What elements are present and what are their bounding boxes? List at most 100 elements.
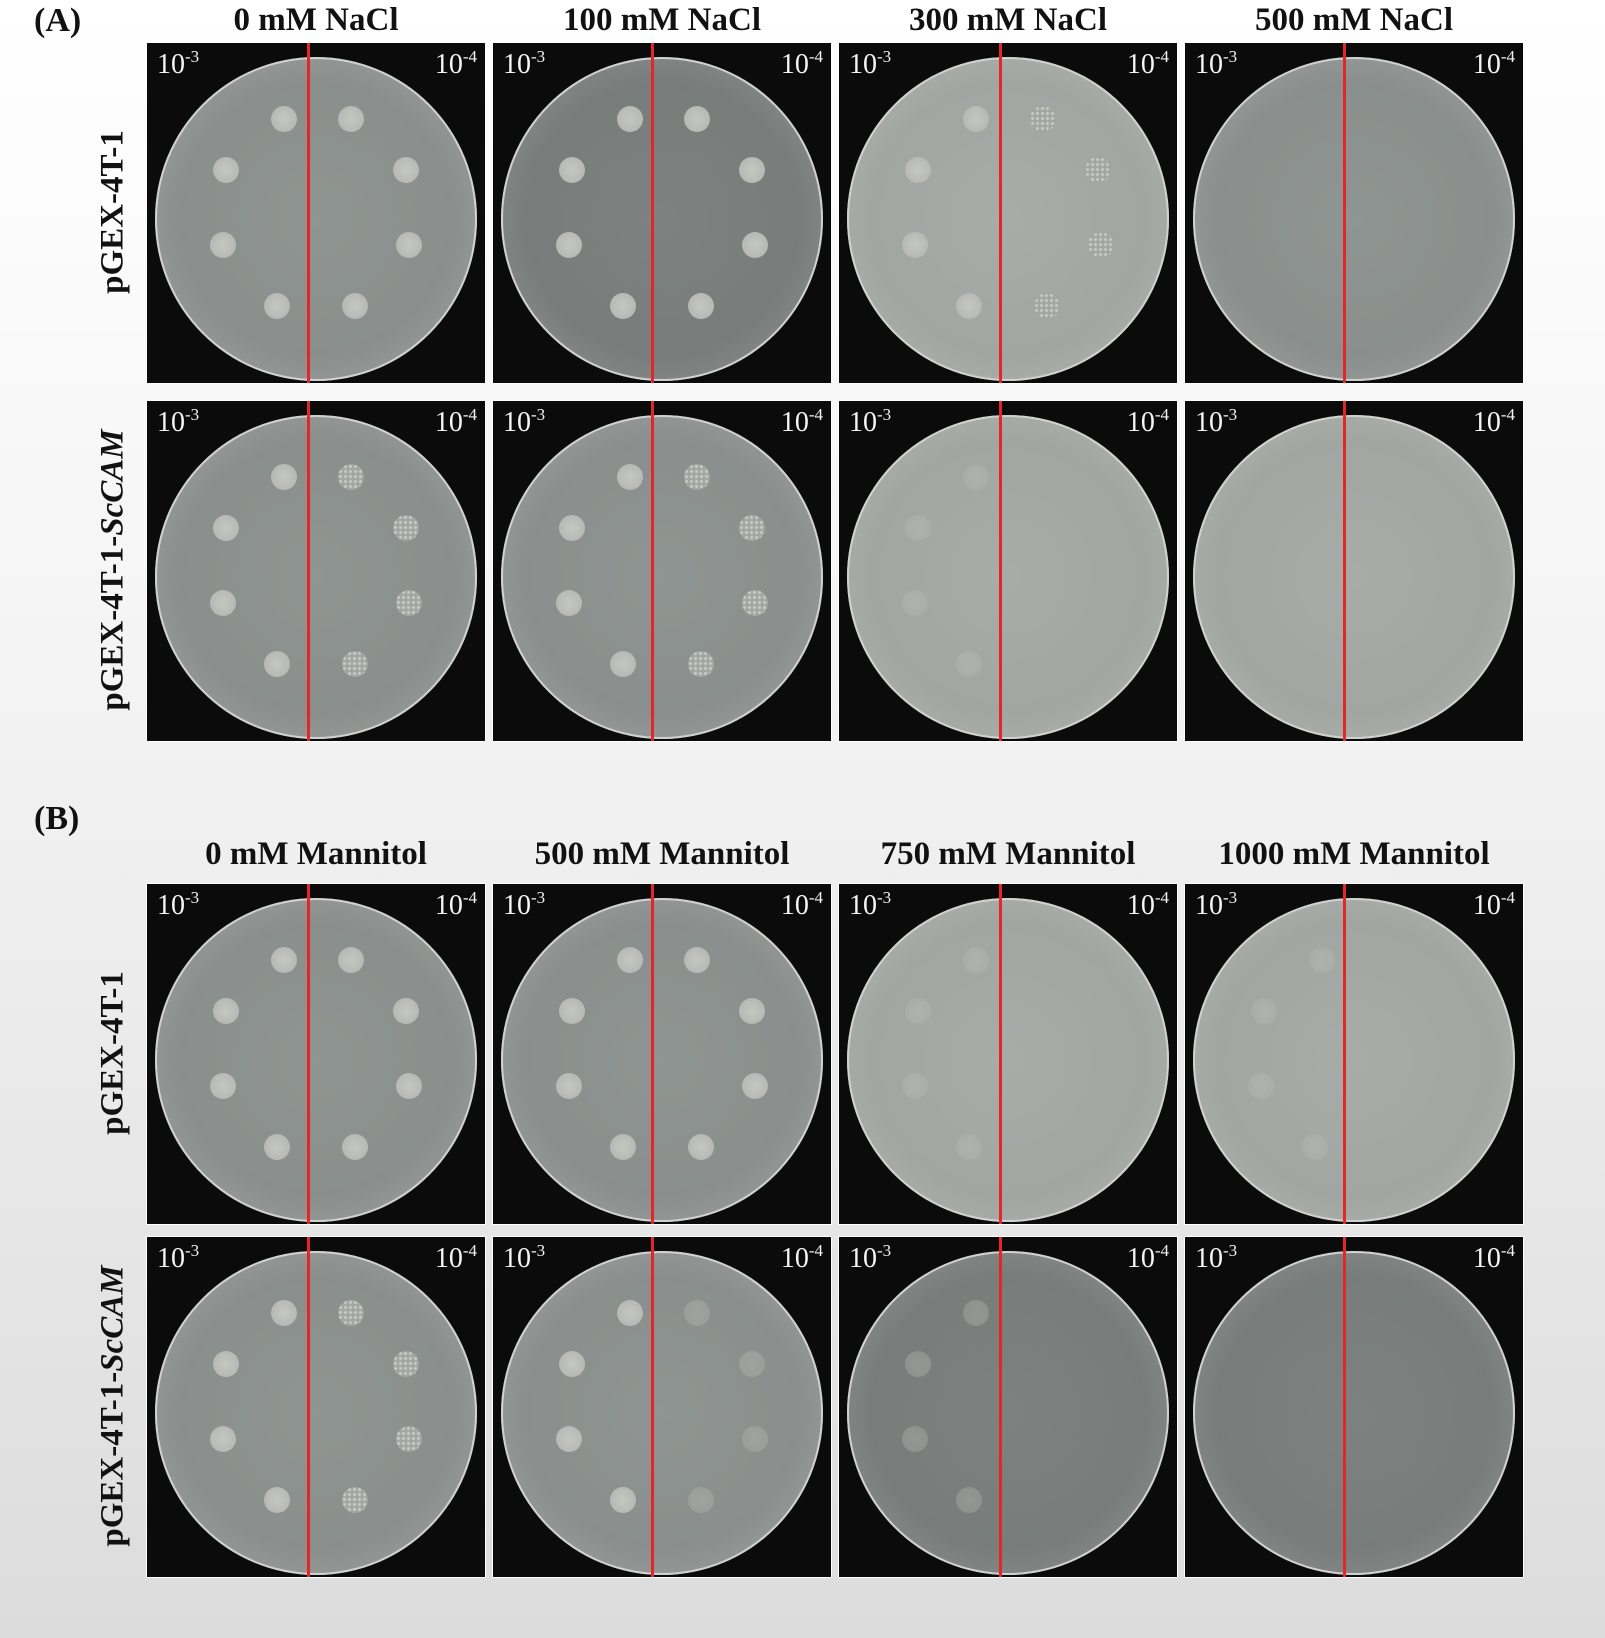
dilution-base: 10 (1126, 49, 1155, 80)
dilution-exponent: -3 (877, 1241, 892, 1260)
colony-spot-1e-4 (739, 515, 766, 542)
colony-spot-1e-4 (742, 589, 769, 616)
condition-header: 500 mM NaCl (1255, 2, 1453, 38)
dilution-base: 10 (780, 407, 809, 438)
dilution-base: 10 (157, 407, 185, 438)
dilution-label-right: 10-4 (780, 405, 823, 439)
dilution-label-right: 10-4 (1127, 405, 1169, 439)
dilution-label-left: 10-3 (1195, 405, 1238, 439)
colony-spot-1e-4 (742, 1072, 769, 1099)
colony-spot-1e-3 (962, 105, 989, 132)
colony-spot-1e-4 (393, 998, 420, 1025)
dilution-divider-line (651, 1237, 654, 1577)
colony-spot-1e-4 (341, 293, 368, 320)
dilution-divider-line (307, 401, 310, 741)
dilution-label-left: 10-3 (849, 888, 892, 922)
dilution-base: 10 (157, 49, 185, 80)
colony-spot-1e-4 (338, 946, 365, 973)
dilution-base: 10 (1126, 1243, 1155, 1274)
dilution-label-left: 10-3 (849, 405, 891, 439)
strain-label: pGEX-4T-1-ScCAM (95, 429, 132, 710)
dilution-divider-line (1343, 1237, 1346, 1577)
colony-spot-1e-3 (962, 1299, 989, 1326)
dilution-exponent: -3 (1223, 405, 1238, 424)
dilution-base: 10 (780, 1243, 809, 1274)
condition-header: 300 mM NaCl (909, 2, 1107, 38)
dilution-exponent: -3 (531, 405, 546, 424)
dilution-base: 10 (1195, 407, 1223, 438)
colony-spot-1e-3 (1247, 1072, 1274, 1099)
petri-dish (1193, 415, 1515, 739)
dilution-exponent: -4 (1154, 405, 1169, 424)
colony-spot-1e-3 (270, 1299, 297, 1326)
petri-plate-panel: 10-3 10-4 (146, 883, 486, 1225)
petri-dish (847, 1251, 1169, 1575)
petri-dish (155, 1251, 477, 1575)
colony-spot-1e-4 (1085, 157, 1112, 184)
colony-spot-1e-4 (396, 1072, 423, 1099)
dilution-label-right: 10-4 (1472, 888, 1515, 922)
petri-dish (501, 898, 823, 1222)
dilution-base: 10 (434, 49, 463, 80)
colony-spot-1e-4 (687, 651, 714, 678)
dilution-exponent: -4 (808, 405, 823, 424)
colony-spot-1e-3 (1250, 998, 1277, 1025)
dilution-exponent: -3 (1223, 47, 1238, 66)
petri-dish (155, 898, 477, 1222)
petri-plate-panel: 10-3 10-4 (146, 400, 486, 742)
dilution-base: 10 (1472, 890, 1501, 921)
colony-spot-1e-3 (209, 1072, 236, 1099)
colony-spot-1e-4 (393, 1351, 420, 1378)
dilution-exponent: -3 (531, 1241, 546, 1260)
dilution-label-left: 10-3 (157, 888, 200, 922)
dilution-exponent: -3 (877, 47, 892, 66)
colony-spot-1e-4 (1033, 293, 1060, 320)
colony-spot-1e-4 (739, 157, 766, 184)
colony-spot-1e-3 (616, 946, 643, 973)
section-label: (A) (34, 2, 82, 39)
petri-dish (847, 57, 1169, 381)
colony-spot-1e-4 (739, 998, 766, 1025)
dilution-exponent: -3 (531, 47, 546, 66)
colony-spot-1e-3 (558, 998, 585, 1025)
colony-spot-1e-3 (962, 463, 989, 490)
colony-spot-1e-3 (212, 1351, 239, 1378)
strain-name: pGEX-4T-1 (94, 130, 131, 294)
dilution-base: 10 (503, 49, 531, 80)
dilution-exponent: -3 (185, 888, 200, 907)
dilution-base: 10 (503, 407, 531, 438)
colony-spot-1e-4 (1088, 231, 1115, 258)
colony-spot-1e-3 (901, 1425, 928, 1452)
colony-spot-1e-4 (684, 1299, 711, 1326)
petri-plate-panel: 10-3 10-4 (492, 1236, 832, 1578)
dilution-exponent: -3 (877, 888, 892, 907)
colony-spot-1e-3 (901, 1072, 928, 1099)
colony-spot-1e-3 (555, 589, 582, 616)
colony-spot-1e-4 (341, 651, 368, 678)
dilution-label-right: 10-4 (1473, 405, 1515, 439)
colony-spot-1e-4 (396, 589, 423, 616)
dilution-base: 10 (434, 1243, 463, 1274)
dilution-divider-line (651, 43, 654, 383)
strain-name: pGEX-4T-1 (94, 971, 131, 1135)
colony-spot-1e-3 (264, 651, 291, 678)
dilution-base: 10 (1472, 1243, 1501, 1274)
colony-spot-1e-3 (956, 1134, 983, 1161)
petri-plate-panel: 10-3 10-4 (492, 42, 832, 384)
dilution-base: 10 (780, 890, 809, 921)
dilution-exponent: -3 (1223, 888, 1238, 907)
dilution-label-right: 10-4 (1127, 888, 1169, 922)
dilution-divider-line (307, 1237, 310, 1577)
dilution-exponent: -4 (1500, 888, 1515, 907)
petri-dish (1193, 898, 1515, 1222)
dilution-exponent: -4 (1154, 47, 1169, 66)
colony-spot-1e-3 (1302, 1134, 1329, 1161)
colony-spot-1e-4 (742, 231, 769, 258)
colony-spot-1e-4 (684, 105, 711, 132)
colony-spot-1e-3 (956, 651, 983, 678)
dilution-base: 10 (1195, 890, 1223, 921)
colony-spot-1e-3 (901, 231, 928, 258)
colony-spot-1e-3 (212, 998, 239, 1025)
dilution-divider-line (651, 884, 654, 1224)
colony-spot-1e-3 (555, 1072, 582, 1099)
